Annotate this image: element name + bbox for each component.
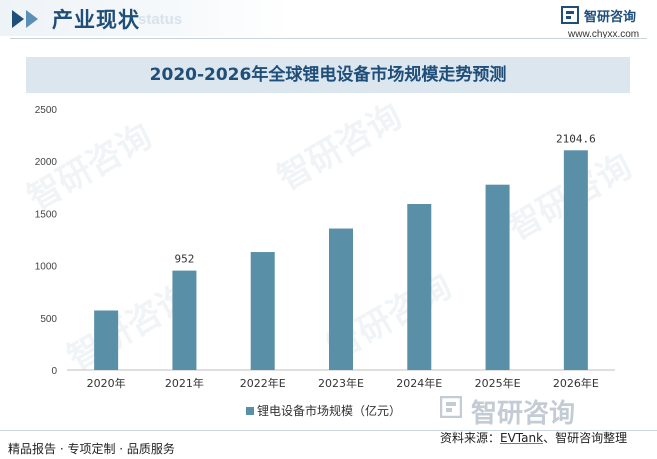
- watermark-logo-icon: [440, 396, 462, 418]
- y-tick-label: 1500: [35, 209, 58, 220]
- bar: [563, 150, 588, 370]
- y-tick-label: 1000: [35, 262, 58, 273]
- brand-url: www.chyxx.com: [568, 29, 640, 40]
- header-divider: [10, 38, 647, 39]
- bar: [250, 252, 275, 370]
- watermark-brand: 智研咨询: [471, 399, 576, 429]
- bar: [485, 184, 510, 370]
- chevron-right-icon: [26, 10, 38, 28]
- y-tick-label: 2000: [35, 157, 58, 168]
- source-name: EVTank: [500, 431, 544, 445]
- data-label: 952: [174, 253, 194, 266]
- x-tick-label: 2022年E: [240, 376, 286, 390]
- bar: [407, 204, 432, 370]
- x-tick-label: 2023年E: [318, 376, 364, 390]
- bar-chart: 0 500 1000 1500 2000 2500 2020年 2021年 952 2022年E 2…: [35, 105, 615, 390]
- x-tick-label: 2020年: [87, 376, 126, 390]
- legend-label: 锂电设备市场规模（亿元）: [257, 404, 402, 418]
- x-tick-label: 2025年E: [475, 376, 521, 390]
- header-band: [0, 0, 290, 36]
- legend-swatch: [246, 407, 254, 415]
- x-tick-label: 2026年E: [553, 376, 599, 390]
- data-label: 2104.6: [556, 132, 596, 145]
- y-tick-label: 2500: [35, 105, 58, 116]
- chevron-right-icon: [12, 10, 24, 28]
- chart-title-bar: 2020-2026年全球锂电设备市场规模走势预测: [26, 57, 630, 93]
- chart-title: 2020-2026年全球锂电设备市场规模走势预测: [149, 65, 507, 85]
- header: 产业现状 status 智研咨询 www.chyxx.com: [0, 0, 657, 40]
- y-tick-label: 0: [51, 366, 57, 377]
- brand-logo-icon: [561, 6, 579, 24]
- x-tick-label: 2021年: [165, 376, 204, 390]
- source-note: 资料来源：EVTank、智研咨询整理: [440, 429, 627, 446]
- footer-tagline: 精品报告 · 专项定制 · 品质服务: [8, 442, 175, 456]
- x-tick-label: 2024年E: [396, 376, 442, 390]
- bar: [172, 270, 197, 370]
- y-tick-label: 500: [40, 314, 57, 325]
- brand-name: 智研咨询: [584, 10, 637, 25]
- source-suffix: 、智研咨询整理: [543, 431, 628, 445]
- bar: [94, 310, 119, 370]
- source-prefix: 资料来源：: [440, 431, 501, 445]
- bar: [329, 228, 353, 370]
- footer-divider: [0, 430, 657, 431]
- section-watermark: status: [138, 11, 183, 28]
- section-title: 产业现状: [52, 8, 140, 32]
